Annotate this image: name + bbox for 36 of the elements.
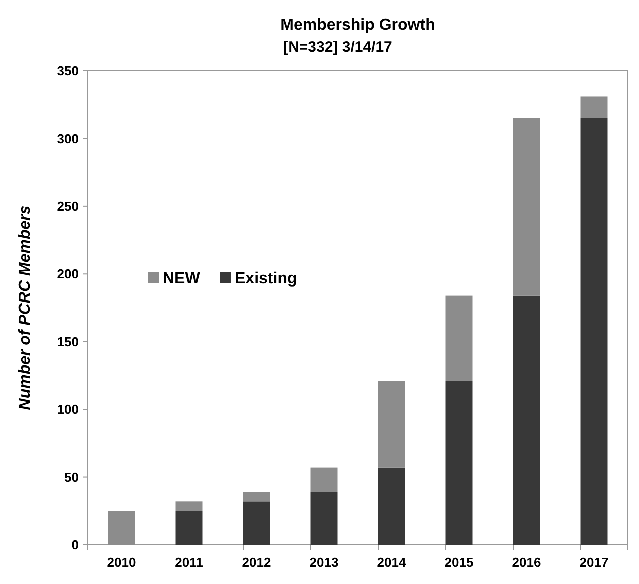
bar — [513, 296, 540, 545]
bar — [446, 296, 473, 382]
bar — [580, 96, 608, 118]
chart-subtitle: [N=332] 3/14/17 — [284, 39, 392, 56]
bar — [378, 381, 406, 468]
bar — [176, 511, 203, 545]
bar — [446, 381, 473, 545]
x-tick-label: 2017 — [580, 555, 609, 570]
y-tick-label: 350 — [57, 64, 79, 79]
x-tick-label: 2010 — [107, 555, 136, 570]
x-tick-label: 2013 — [310, 555, 339, 570]
y-tick-label: 0 — [72, 538, 79, 553]
bar — [243, 492, 270, 502]
x-tick-label: 2011 — [175, 555, 204, 570]
y-tick-label: 50 — [64, 470, 79, 485]
y-tick-label: 150 — [57, 334, 79, 350]
bar — [176, 502, 203, 512]
bar — [310, 492, 338, 545]
y-tick-label: 100 — [57, 402, 79, 418]
bar — [513, 118, 540, 296]
y-tick-label: 200 — [57, 266, 79, 282]
x-tick-label: 2016 — [512, 555, 542, 570]
y-tick-label: 300 — [57, 131, 79, 146]
chart-title: Membership Growth — [280, 17, 436, 34]
bar — [310, 468, 338, 492]
legend-label: NEW — [163, 270, 202, 288]
x-tick-label: 2012 — [242, 555, 272, 570]
bar — [243, 502, 270, 545]
bar — [378, 468, 406, 545]
y-axis-title: Number of PCRC Members — [17, 206, 34, 410]
x-tick-label: 2014 — [377, 555, 407, 570]
y-tick-label: 250 — [57, 198, 79, 214]
bar — [580, 118, 608, 545]
legend-label: Existing — [235, 270, 298, 288]
x-tick-label: 2015 — [444, 555, 474, 570]
bar — [108, 511, 136, 545]
